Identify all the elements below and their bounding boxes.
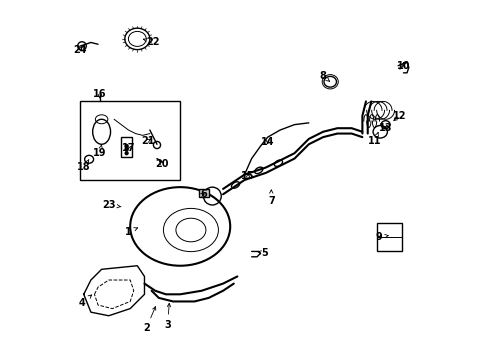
Circle shape: [125, 152, 128, 155]
Text: 15: 15: [241, 171, 254, 181]
Bar: [121, 137, 132, 157]
Text: 16: 16: [93, 89, 106, 99]
Text: 20: 20: [155, 159, 169, 169]
Text: 23: 23: [102, 200, 121, 210]
Text: 2: 2: [142, 307, 155, 333]
Bar: [80, 102, 180, 180]
Text: 17: 17: [122, 143, 135, 153]
Text: 10: 10: [396, 61, 409, 71]
Text: 18: 18: [77, 159, 90, 172]
Text: 8: 8: [319, 71, 329, 81]
Text: 12: 12: [392, 111, 406, 121]
Text: 6: 6: [200, 189, 206, 199]
Text: 7: 7: [267, 190, 274, 206]
Text: 14: 14: [261, 138, 274, 148]
Text: 3: 3: [164, 303, 171, 330]
Circle shape: [125, 145, 128, 148]
Text: 4: 4: [79, 295, 91, 308]
Text: 24: 24: [73, 45, 87, 55]
Text: 21: 21: [141, 136, 155, 146]
Text: 1: 1: [125, 227, 137, 237]
FancyBboxPatch shape: [199, 189, 209, 197]
Text: 13: 13: [378, 123, 391, 133]
Circle shape: [125, 148, 128, 151]
Text: 9: 9: [374, 232, 387, 242]
Text: 19: 19: [93, 145, 106, 158]
Text: 11: 11: [367, 132, 381, 146]
Text: 5: 5: [257, 248, 267, 258]
Text: 22: 22: [143, 37, 160, 48]
